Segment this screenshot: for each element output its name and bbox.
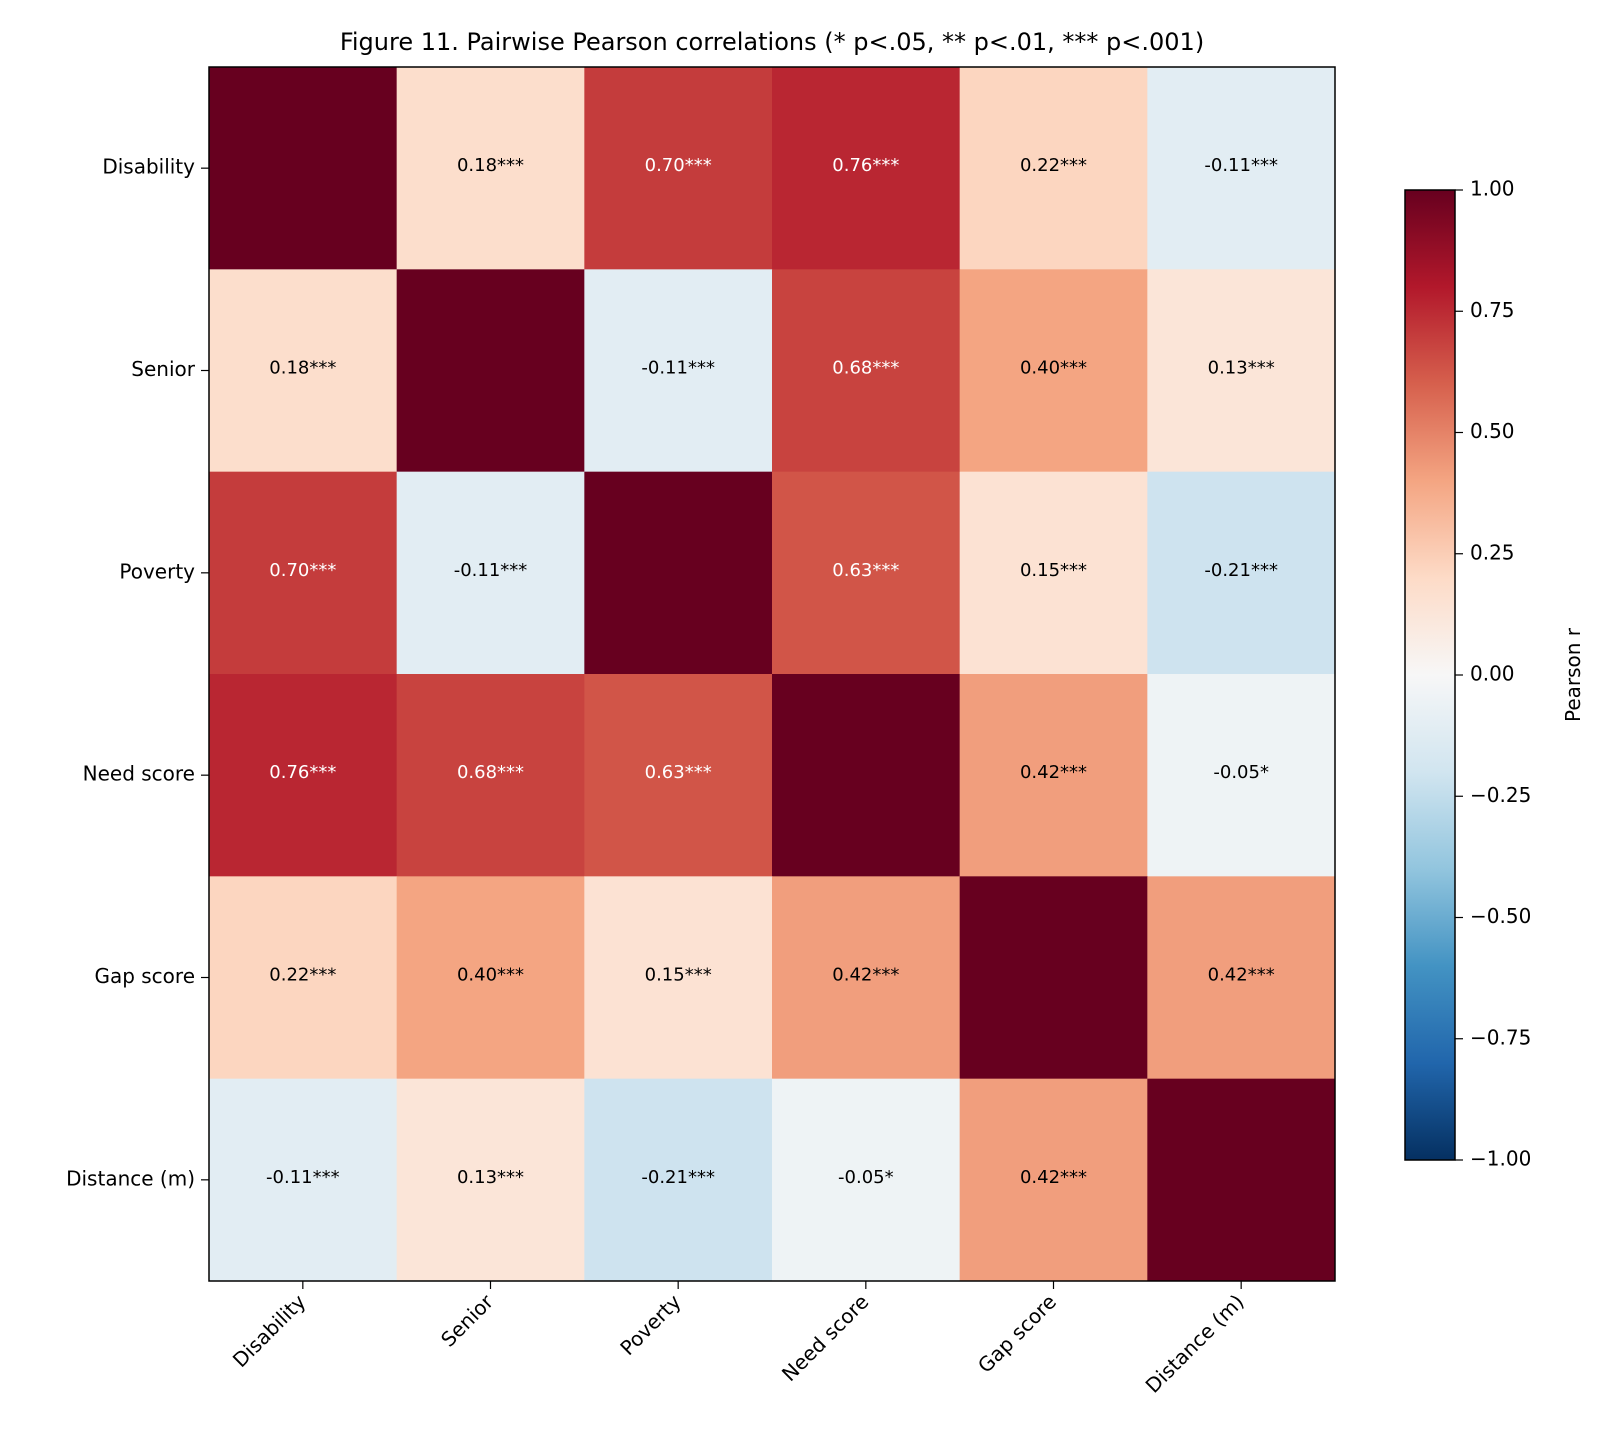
cell-annotation: 0.15*** xyxy=(1020,560,1087,581)
cell-annotation: 0.18*** xyxy=(457,155,524,176)
heatmap-cell xyxy=(584,269,773,473)
heatmap-cell xyxy=(959,674,1148,877)
heatmap-cell xyxy=(1147,471,1336,675)
heatmap-cell xyxy=(209,674,398,877)
cell-annotation: 0.63*** xyxy=(645,762,712,783)
heatmap-cell xyxy=(772,67,961,270)
cell-annotation: 0.42*** xyxy=(832,965,899,986)
heatmap-cell xyxy=(209,876,398,1080)
colorbar-tick-label: 0.00 xyxy=(1470,662,1515,686)
heatmap-cell xyxy=(209,1078,398,1282)
y-tick-label: Disability xyxy=(102,155,195,179)
cell-annotation: 0.70*** xyxy=(269,560,336,581)
heatmap-cell xyxy=(396,67,585,270)
plot-frame xyxy=(208,66,1336,1282)
heatmap-cell xyxy=(584,876,773,1080)
cell-annotation: 0.70*** xyxy=(645,155,712,176)
heatmap-cell xyxy=(1147,67,1336,270)
heatmap-cell xyxy=(209,269,398,473)
cell-annotation: 0.42*** xyxy=(1020,1167,1087,1188)
heatmap-cell xyxy=(396,471,585,675)
x-tick-label: Distance (m) xyxy=(1141,1290,1249,1398)
y-tick-label: Need score xyxy=(83,762,195,786)
cell-annotation: 0.13*** xyxy=(457,1167,524,1188)
colorbar-tick-label: 0.75 xyxy=(1470,298,1515,322)
heatmap-cell xyxy=(1147,876,1336,1080)
cell-annotation: -0.11*** xyxy=(1204,155,1278,176)
heatmap-cell xyxy=(584,1078,773,1282)
heatmap-cell xyxy=(772,674,961,877)
heatmap-cell xyxy=(959,1078,1148,1282)
cell-annotation: 0.42*** xyxy=(1020,762,1087,783)
colorbar-tick-label: 1.00 xyxy=(1470,177,1515,201)
x-tick-label: Disability xyxy=(228,1289,311,1372)
x-tick-label: Need score xyxy=(777,1290,873,1386)
heatmap-cell xyxy=(209,67,398,270)
cell-annotation: 0.15*** xyxy=(645,965,712,986)
cell-annotation: 0.68*** xyxy=(832,358,899,379)
cell-annotation: -0.11*** xyxy=(266,1167,340,1188)
cell-annotation: 0.68*** xyxy=(457,762,524,783)
chart-title: Figure 11. Pairwise Pearson correlations… xyxy=(340,28,1204,56)
cell-annotation: 0.22*** xyxy=(269,965,336,986)
cell-annotation: -0.05* xyxy=(838,1167,894,1188)
colorbar-tick-label: −1.00 xyxy=(1470,1147,1531,1171)
cell-annotation: 0.40*** xyxy=(457,965,524,986)
colorbar xyxy=(1404,189,1456,1161)
heatmap-cell xyxy=(396,674,585,877)
colorbar-label: Pearson r xyxy=(1561,627,1585,722)
heatmap-cell xyxy=(772,876,961,1080)
cell-annotation: -0.21*** xyxy=(1204,560,1278,581)
heatmap-cell xyxy=(584,471,773,675)
heatmap-cell xyxy=(396,876,585,1080)
cell-annotation: -0.21*** xyxy=(641,1167,715,1188)
colorbar-tick-label: 0.25 xyxy=(1470,540,1515,564)
heatmap-cell xyxy=(959,67,1148,270)
heatmap-cell xyxy=(584,67,773,270)
x-tick-label: Poverty xyxy=(615,1289,686,1360)
heatmap-cell xyxy=(772,471,961,675)
cell-annotation: 0.63*** xyxy=(832,560,899,581)
cell-annotation: -0.05* xyxy=(1213,762,1269,783)
y-tick-label: Gap score xyxy=(94,964,195,988)
heatmap-cell xyxy=(396,269,585,473)
y-tick-label: Distance (m) xyxy=(66,1166,195,1190)
heatmap-cell xyxy=(1147,1078,1336,1282)
heatmap-cell xyxy=(584,674,773,877)
heatmap-cell xyxy=(959,269,1148,473)
heatmap-cell xyxy=(1147,674,1336,877)
x-tick-label: Senior xyxy=(436,1289,499,1352)
colorbar-tick-label: −0.75 xyxy=(1470,1025,1531,1049)
heatmap-cell xyxy=(396,1078,585,1282)
colorbar-tick-label: −0.50 xyxy=(1470,904,1531,928)
cell-annotation: 0.40*** xyxy=(1020,358,1087,379)
cell-annotation: 0.76*** xyxy=(832,155,899,176)
y-tick-label: Poverty xyxy=(119,559,195,583)
heatmap-cell xyxy=(959,876,1148,1080)
heatmap-cell xyxy=(209,471,398,675)
colorbar-tick-label: −0.25 xyxy=(1470,783,1531,807)
heatmap-cell xyxy=(772,1078,961,1282)
cell-annotation: 0.42*** xyxy=(1208,965,1275,986)
cell-annotation: 0.22*** xyxy=(1020,155,1087,176)
heatmap-cell xyxy=(1147,269,1336,473)
cell-annotation: 0.18*** xyxy=(269,358,336,379)
cell-annotation: 0.76*** xyxy=(269,762,336,783)
cell-annotation: -0.11*** xyxy=(454,560,528,581)
heatmap-cell xyxy=(772,269,961,473)
colorbar-tick-label: 0.50 xyxy=(1470,419,1515,443)
y-tick-label: Senior xyxy=(131,357,195,381)
cell-annotation: -0.11*** xyxy=(641,358,715,379)
x-tick-label: Gap score xyxy=(973,1290,1061,1378)
heatmap-cell xyxy=(959,471,1148,675)
cell-annotation: 0.13*** xyxy=(1208,358,1275,379)
